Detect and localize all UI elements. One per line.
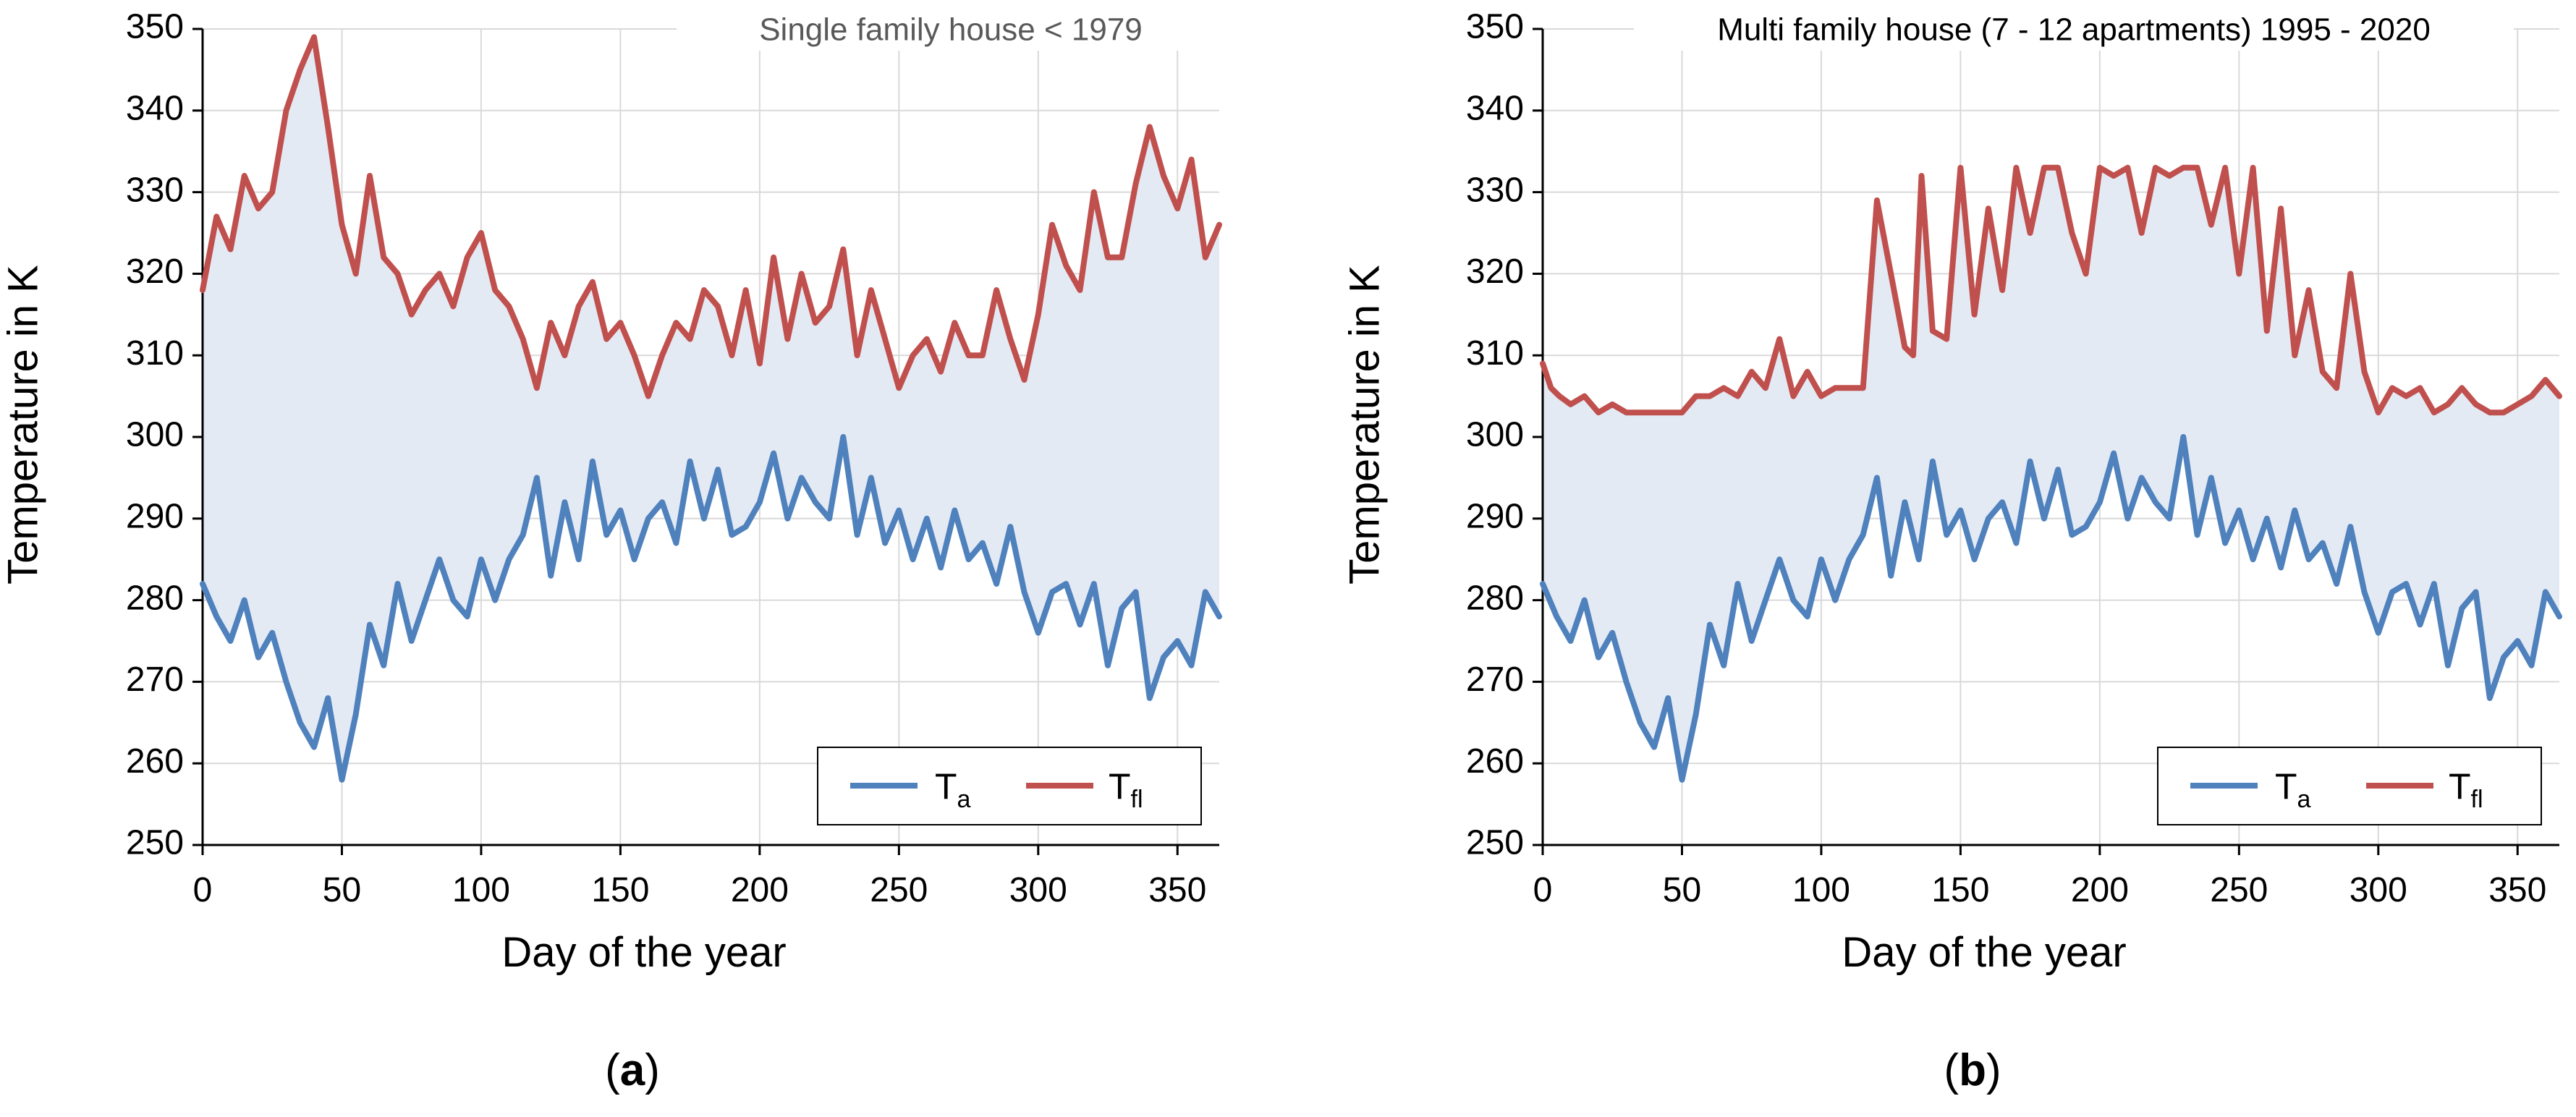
y-tick-label: 350	[1466, 8, 1524, 46]
x-tick-label: 200	[731, 871, 789, 909]
x-tick-label: 250	[870, 871, 928, 909]
x-tick-label: 100	[452, 871, 510, 909]
fill-area-b	[1543, 167, 2559, 780]
y-axis-label-a: Temperature in K	[0, 265, 46, 585]
x-tick-label: 100	[1792, 871, 1850, 909]
y-tick-label: 340	[1466, 89, 1524, 127]
panel-label-b: (b)	[1944, 1045, 2001, 1095]
y-tick-label: 290	[126, 497, 184, 535]
y-tick-label: 310	[126, 334, 184, 373]
x-tick-label: 0	[1533, 871, 1553, 909]
fill-area-a	[203, 37, 1219, 780]
y-axis-label-b: Temperature in K	[1341, 265, 1388, 585]
chart-title-b: Multi family house (7 - 12 apartments) 1…	[1717, 12, 2431, 48]
chart-title-a: Single family house < 1979	[759, 12, 1143, 48]
y-tick-label: 340	[126, 89, 184, 127]
x-tick-label: 200	[2071, 871, 2129, 909]
x-axis-label-b: Day of the year	[1842, 929, 2126, 976]
y-tick-label: 320	[1466, 252, 1524, 291]
x-tick-labels-b: 0 50 100 150 200 250 300 350	[1533, 871, 2547, 909]
x-tick-label: 300	[2350, 871, 2407, 909]
legend-b: Ta Tfl	[2157, 747, 2542, 825]
series-lines-b	[1540, 164, 2562, 783]
y-tick-label: 260	[126, 742, 184, 781]
chart-panel-a: 250 260 270 280 290 300 310 320 330 340 350 0 50 100…	[0, 8, 1225, 1095]
x-tick-label: 150	[591, 871, 649, 909]
x-tick-label: 50	[1663, 871, 1701, 909]
y-tick-labels-a: 250 260 270 280 290 300 310 320 330 340 350	[126, 8, 184, 862]
title-background-b	[1634, 9, 2514, 51]
y-tick-label: 290	[1466, 497, 1524, 535]
y-tick-label: 330	[126, 171, 184, 209]
y-tick-label: 250	[1466, 824, 1524, 862]
x-tick-label: 150	[1931, 871, 1989, 909]
series-line-tfl	[200, 34, 1222, 399]
legend-a: Ta Tfl	[817, 747, 1202, 825]
axes-a	[192, 27, 1219, 855]
y-tick-label: 280	[126, 579, 184, 617]
legend-label-ta: Ta	[2275, 766, 2311, 813]
y-tick-label: 330	[1466, 171, 1524, 209]
x-tick-label: 350	[2488, 871, 2546, 909]
x-tick-label: 250	[2210, 871, 2268, 909]
y-tick-label: 250	[126, 824, 184, 862]
y-tick-label: 300	[1466, 416, 1524, 454]
series-line-ta	[1540, 434, 2562, 783]
legend-label-tfl: Tfl	[2449, 766, 2483, 813]
y-tick-label: 270	[126, 661, 184, 699]
axes-b	[1533, 27, 2559, 855]
y-tick-label: 260	[1466, 742, 1524, 781]
legend-label-tfl: Tfl	[1109, 766, 1143, 813]
legend-label-ta: Ta	[935, 766, 971, 813]
panel-label-a: (a)	[605, 1045, 660, 1095]
x-axis-label-a: Day of the year	[501, 929, 786, 976]
series-line-tfl	[1540, 164, 2562, 416]
title-background-a	[677, 9, 1225, 51]
chart-panel-b: 250 260 270 280 290 300 310 320 330 340 350 0 50 100…	[1341, 8, 2562, 1095]
y-tick-label: 300	[126, 416, 184, 454]
x-tick-label: 0	[193, 871, 213, 909]
y-tick-label: 270	[1466, 661, 1524, 699]
series-line-ta	[200, 434, 1222, 783]
y-tick-label: 280	[1466, 579, 1524, 617]
y-tick-labels-b: 250 260 270 280 290 300 310 320 330 340 350	[1466, 8, 1524, 862]
x-tick-label: 300	[1009, 871, 1067, 909]
series-lines-a	[200, 34, 1222, 783]
y-tick-label: 320	[126, 252, 184, 291]
x-tick-label: 50	[323, 871, 361, 909]
x-tick-labels-a: 0 50 100 150 200 250 300 350	[193, 871, 1207, 909]
y-tick-label: 310	[1466, 334, 1524, 373]
x-tick-label: 350	[1148, 871, 1206, 909]
y-tick-label: 350	[126, 8, 184, 46]
